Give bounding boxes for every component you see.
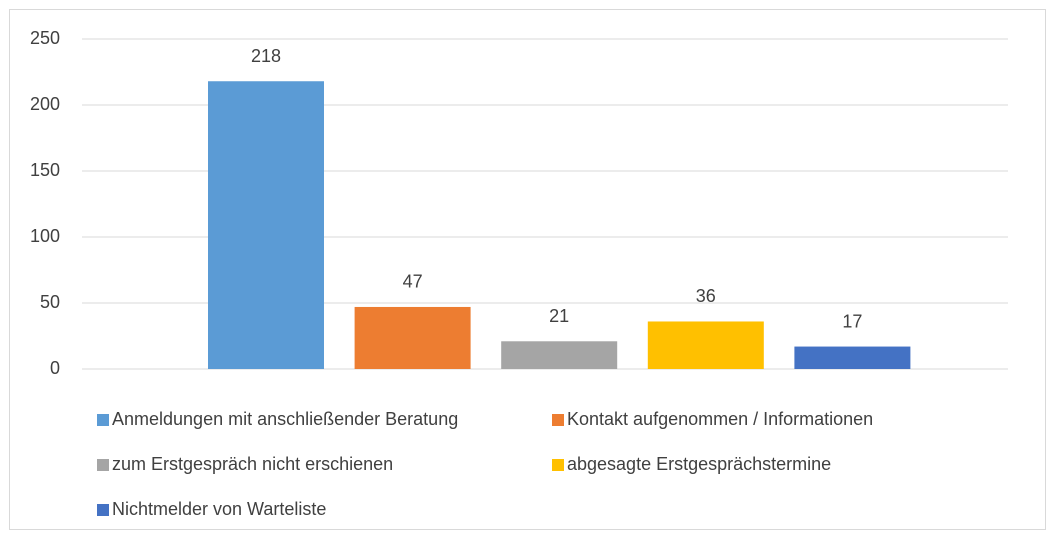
bar <box>647 321 764 369</box>
value-label: 17 <box>842 311 862 331</box>
legend-swatch <box>97 414 109 426</box>
y-tick-label: 0 <box>50 358 60 378</box>
bar <box>354 306 471 369</box>
value-label: 21 <box>549 306 569 326</box>
legend-swatch <box>552 459 564 471</box>
y-tick-label: 250 <box>30 28 60 48</box>
y-tick-label: 100 <box>30 226 60 246</box>
y-tick-label: 50 <box>40 292 60 312</box>
legend-swatch <box>97 459 109 471</box>
legend-label: Kontakt aufgenommen / Informationen <box>567 409 873 429</box>
legend-swatch <box>552 414 564 426</box>
y-tick-label: 200 <box>30 94 60 114</box>
legend-label: Nichtmelder von Warteliste <box>112 499 326 519</box>
legend-label: zum Erstgespräch nicht erschienen <box>112 454 393 474</box>
bar <box>208 81 324 370</box>
bar <box>794 346 911 369</box>
value-label: 36 <box>696 286 716 306</box>
legend-label: abgesagte Erstgesprächstermine <box>567 454 831 474</box>
value-label: 218 <box>251 46 281 66</box>
legend-swatch <box>97 504 109 516</box>
chart-border <box>9 9 1046 530</box>
legend-label: Anmeldungen mit anschließender Beratung <box>112 409 458 429</box>
value-label: 47 <box>403 272 423 292</box>
y-tick-label: 150 <box>30 160 60 180</box>
bar <box>501 341 618 369</box>
